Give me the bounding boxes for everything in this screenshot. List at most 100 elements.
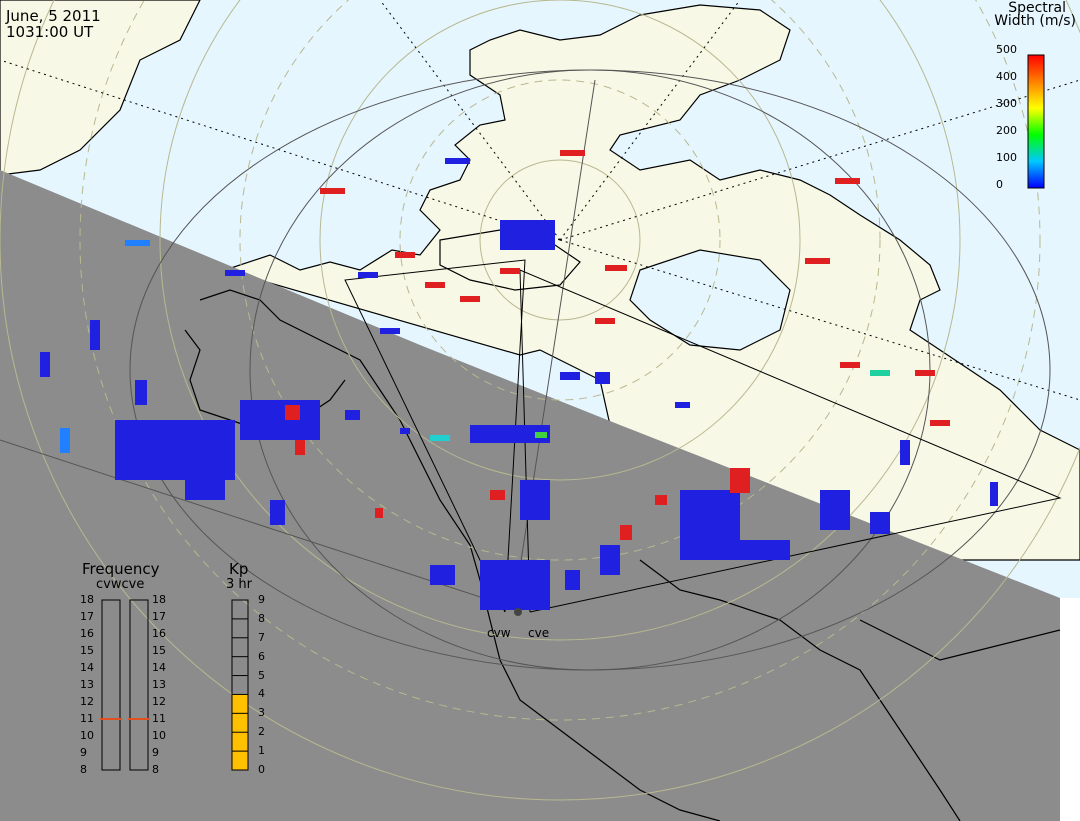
frequency-tick-left: 17 [80,610,94,623]
scatter-cell [600,545,620,575]
scatter-cell [430,565,455,585]
scatter-cell [915,370,935,376]
coastline-night [199,289,1061,821]
frequency-subtitle: cvwcve [96,577,145,592]
scatter-cell [680,490,740,560]
longitude-lines [0,0,1080,401]
frequency-tick-left: 14 [80,661,94,674]
scatter-cell [40,352,50,377]
colorbar-tick: 400 [996,70,1017,83]
scatter-cell [655,495,667,505]
frequency-tick-right: 10 [152,729,166,742]
hudson-bay [629,249,791,351]
scatter-cell [835,178,860,184]
frequency-tick-right: 17 [152,610,166,623]
radar-label-cvw: cvw [487,626,511,640]
scatter-cell [520,480,550,520]
frequency-title: Frequency [82,560,160,578]
scatter-cell [185,470,225,500]
radar-label-cve: cve [528,626,550,640]
kp-panel [231,599,249,771]
scatter-cell [225,270,245,276]
frequency-tick-right: 11 [152,712,166,725]
frequency-tick-right: 9 [152,746,159,759]
scatter-cell [460,296,480,302]
frequency-tick-right: 14 [152,661,166,674]
scatter-cell [345,410,360,420]
scatter-cell [675,402,690,408]
kp-tick: 6 [258,649,265,663]
radar-site-marker [514,608,522,616]
scatter-cell [358,272,378,278]
latitude-circles [0,0,1080,801]
scatter-cell [470,425,550,443]
plot-time: 1031:00 UT [6,23,94,41]
scatter-cell [430,435,450,441]
colorbar [1027,54,1045,189]
scatter-cell [535,432,547,438]
scatter-cell [605,265,627,271]
scatter-cell [560,150,585,156]
scatter-cell [425,282,445,288]
colorbar-tick: 200 [996,124,1017,137]
kp-tick: 9 [258,593,265,606]
scatter-cell [900,440,910,465]
kp-tick: 5 [258,668,265,682]
scatter-cell [395,252,415,258]
colorbar-tick: 0 [996,178,1003,191]
scatter-cell [500,268,520,274]
scatter-cell [285,405,300,420]
scatter-cell [480,560,550,610]
scatter-cell [125,240,150,246]
frequency-tick-left: 10 [80,729,94,742]
colorbar-title-line1: Spectral [1008,0,1066,16]
frequency-tick-right: 12 [152,695,166,708]
scatter-cell [565,570,580,590]
frequency-tick-left: 8 [80,763,87,776]
scatter-cell [490,490,505,500]
scatter-cell [740,540,790,560]
frequency-tick-left: 12 [80,695,94,708]
scatter-cell [840,362,860,368]
kp-subtitle: 3 hr [226,577,252,592]
kp-title: Kp [229,560,249,578]
scatter-cell [60,428,70,453]
frequency-tick-left: 15 [80,644,94,657]
colorbar-title-line2: Width (m/s) [994,13,1076,29]
frequency-tick-left: 18 [80,593,94,606]
frequency-tick-right: 13 [152,678,166,691]
scatter-cell [400,428,410,434]
scatter-cell [560,372,580,380]
frequency-panel [100,599,150,771]
frequency-tick-right: 15 [152,644,166,657]
scatter-cell [870,512,890,534]
scatter-cell [380,328,400,334]
frame-margin [1060,598,1080,821]
kp-tick: 7 [258,630,265,644]
scatter-cell [595,318,615,324]
scatter-cell [445,158,470,164]
scatter-cell [730,468,750,493]
frequency-tick-left: 11 [80,712,94,725]
scatter-cell [930,420,950,426]
colorbar-tick: 100 [996,151,1017,164]
scatter-cells [40,150,998,610]
frequency-tick-right: 8 [152,763,159,776]
frequency-tick-right: 16 [152,627,166,640]
scatter-cell [805,258,830,264]
kp-tick: 4 [258,687,265,701]
scatter-cell [320,188,345,194]
land-day-greenland [0,0,201,176]
scatter-cell [270,500,285,525]
scatter-cell [240,400,320,440]
kp-tick: 1 [258,744,265,758]
frequency-tick-left: 16 [80,627,94,640]
frequency-tick-left: 9 [80,746,87,759]
colorbar-tick: 500 [996,43,1017,56]
colorbar-tick: 300 [996,97,1017,110]
scatter-cell [870,370,890,376]
scatter-cell [500,220,555,250]
kp-tick: 3 [258,706,265,720]
